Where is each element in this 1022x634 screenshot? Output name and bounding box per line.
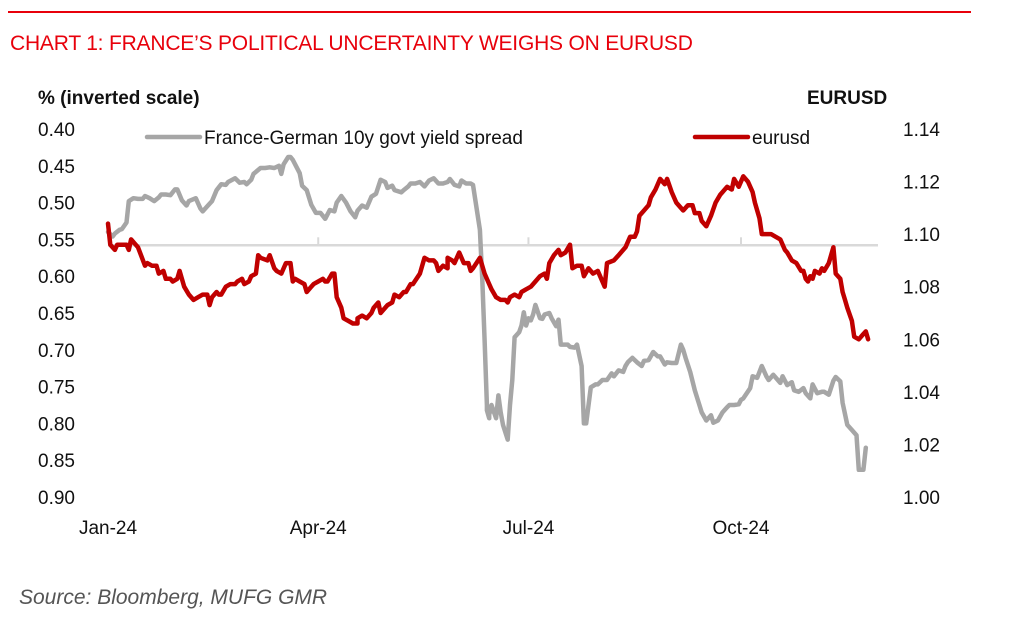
right-tick-label: 1.00 [903,488,940,509]
category-axis-tick-marks [317,237,742,246]
right-tick-label: 1.04 [903,383,940,404]
right-axis-title: EURUSD [807,88,887,109]
left-tick-label: 0.75 [38,378,75,399]
left-tick-label: 0.50 [38,194,75,215]
legend: France-German 10y govt yield spread euru… [144,128,810,149]
left-tick-label: 0.40 [38,120,75,141]
left-tick-label: 0.45 [38,157,75,178]
left-axis-title: % (inverted scale) [38,88,200,109]
right-tick-label: 1.14 [903,120,940,141]
chart-title: CHART 1: FRANCE’S POLITICAL UNCERTAINTY … [10,32,693,55]
legend-label-spread: France-German 10y govt yield spread [204,128,523,149]
source-note: Source: Bloomberg, MUFG GMR [19,586,328,609]
left-tick-label: 0.65 [38,304,75,325]
x-tick-label: Apr-24 [290,518,347,539]
left-tick-label: 0.60 [38,267,75,288]
right-axis-ticks: 1.00 1.02 1.04 1.06 1.08 1.10 1.12 1.14 [903,120,940,509]
series-line-spread [105,154,869,473]
left-tick-label: 0.70 [38,341,75,362]
left-tick-label: 0.80 [38,414,75,435]
right-tick-label: 1.06 [903,330,940,351]
left-tick-label: 0.85 [38,451,75,472]
right-tick-label: 1.10 [903,225,940,246]
x-tick-label: Jul-24 [503,518,555,539]
right-tick-label: 1.02 [903,435,940,456]
x-tick-label: Oct-24 [712,518,769,539]
left-axis-ticks: 0.40 0.45 0.50 0.55 0.60 0.65 0.70 0.75 0.80 0.85… [38,120,75,509]
x-tick-label: Jan-24 [79,518,138,539]
left-tick-label: 0.55 [38,230,75,251]
right-tick-label: 1.12 [903,173,940,194]
x-axis-ticks: Jan-24 Apr-24 Jul-24 Oct-24 [79,518,770,539]
right-tick-label: 1.08 [903,278,940,299]
series-line-eurusd [105,174,871,342]
legend-label-eurusd: eurusd [752,128,810,149]
top-rule [8,11,971,13]
left-tick-label: 0.90 [38,488,75,509]
